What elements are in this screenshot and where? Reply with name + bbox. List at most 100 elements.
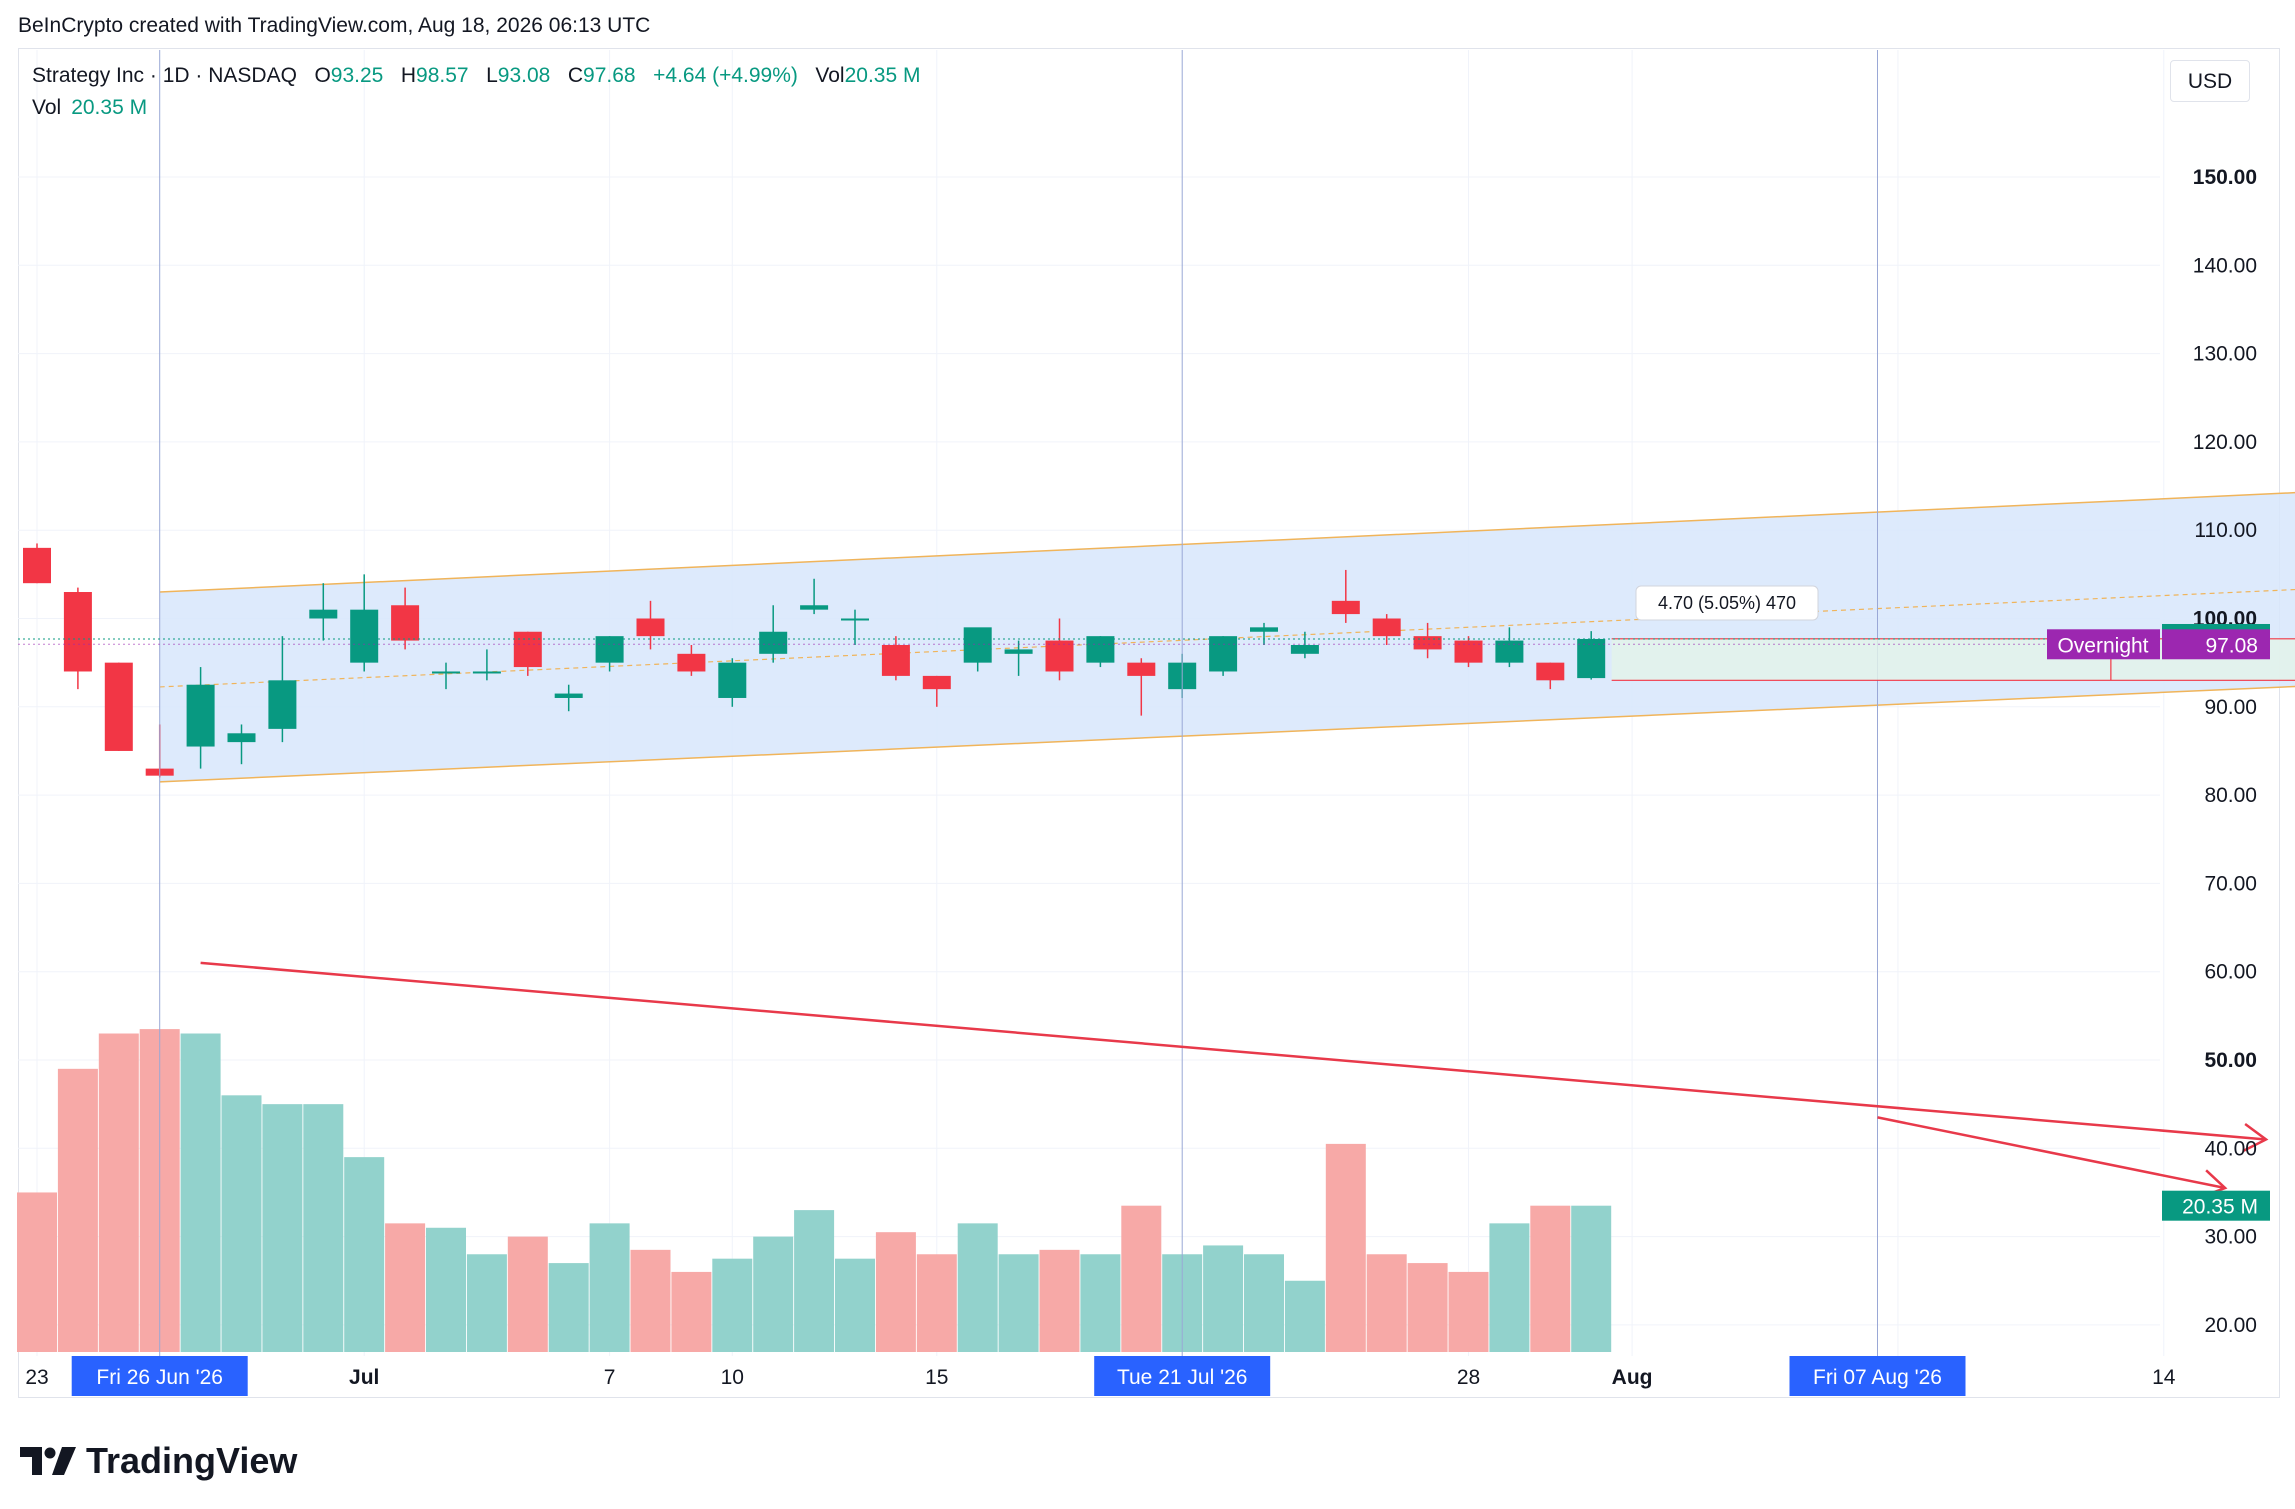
channel-lower-line xyxy=(159,685,2295,783)
volume-legend: Vol 20.35 M xyxy=(32,96,147,120)
close-label: C xyxy=(567,64,584,87)
volume-bar xyxy=(426,1227,466,1352)
volume-trend-arrowhead xyxy=(2242,1123,2269,1153)
volume-badge-value: 20.35 M xyxy=(2182,1196,2258,1219)
y-tick-label: 140.00 xyxy=(2193,254,2257,277)
candle-body xyxy=(1495,640,1524,663)
candles xyxy=(23,543,1606,778)
candle-body xyxy=(432,671,460,674)
x-tick-label: 7 xyxy=(604,1366,616,1389)
candle-body xyxy=(1536,662,1565,681)
currency-button[interactable]: USD xyxy=(2170,60,2250,102)
date-highlight-badge xyxy=(71,1356,248,1396)
volume-bar xyxy=(507,1236,548,1352)
candle-body xyxy=(1086,636,1115,663)
volume-bar xyxy=(671,1271,712,1352)
candle-body xyxy=(595,636,624,663)
candle-body xyxy=(1290,644,1319,654)
candle-body xyxy=(759,631,788,654)
candle-body xyxy=(268,680,297,729)
volume-bar xyxy=(957,1223,998,1352)
volume-bar xyxy=(1571,1205,1612,1352)
volume-legend-label[interactable]: Vol xyxy=(32,96,62,119)
volume-value: 20.35 M xyxy=(844,64,921,87)
volume-bar xyxy=(1407,1263,1448,1352)
y-tick-label: 150.00 xyxy=(2193,166,2257,189)
x-tick-label: 10 xyxy=(721,1366,744,1389)
low-label: L xyxy=(486,64,498,87)
candle-body xyxy=(1045,640,1074,672)
channel-fill xyxy=(159,492,2295,782)
candle-body xyxy=(63,592,92,672)
date-highlight-label: Tue 21 Jul '26 xyxy=(1117,1366,1247,1389)
volume-label: Vol xyxy=(815,64,845,87)
x-tick-label: Aug xyxy=(1612,1366,1653,1389)
candle-body xyxy=(677,653,706,672)
volume-trend-arrow xyxy=(1877,1116,2226,1190)
candle-body xyxy=(922,675,951,690)
volume-bar xyxy=(1039,1249,1080,1352)
candle-body xyxy=(554,693,583,698)
tradingview-logo[interactable]: TradingView xyxy=(20,1440,297,1482)
volume-bar xyxy=(753,1236,794,1352)
y-tick-label: 60.00 xyxy=(2204,961,2257,984)
x-tick-label: Jul xyxy=(349,1366,379,1389)
volume-trend-arrow xyxy=(200,961,2267,1141)
candle-body xyxy=(1250,627,1278,632)
volume-bar xyxy=(794,1210,835,1352)
volume-bar xyxy=(303,1104,344,1352)
candle-body xyxy=(1127,662,1156,676)
candle-body xyxy=(1454,640,1483,663)
y-tick-label: 40.00 xyxy=(2204,1137,2257,1160)
volume-bar xyxy=(17,1192,57,1352)
y-tick-label: 80.00 xyxy=(2204,784,2257,807)
volume-bar xyxy=(589,1223,630,1352)
volume-bar xyxy=(344,1157,385,1352)
candle-body xyxy=(309,609,338,619)
ohlc-legend: Strategy Inc · 1D · NASDAQ O93.25 H98.57… xyxy=(32,64,921,88)
volume-bar xyxy=(385,1223,426,1352)
x-tick-label: 28 xyxy=(1457,1366,1480,1389)
x-tick-label: 14 xyxy=(2152,1366,2176,1389)
time-axis: 23Jul7101528Aug114192427Sep4Fri 26 Jun '… xyxy=(25,1356,2176,1396)
tradingview-logo-icon xyxy=(20,1447,76,1475)
y-tick-label: 130.00 xyxy=(2193,343,2257,366)
candle-body xyxy=(104,662,133,751)
volume-bar xyxy=(1080,1254,1121,1352)
candle-body xyxy=(636,618,665,637)
candle-body xyxy=(513,631,542,668)
change-value: +4.64 (+4.99%) xyxy=(653,64,798,87)
candle-body xyxy=(1372,618,1401,637)
volume-bar xyxy=(835,1258,875,1352)
measure-label-box xyxy=(1635,585,1819,621)
open-label: O xyxy=(314,64,331,87)
y-tick-label: 90.00 xyxy=(2204,696,2257,719)
y-tick-label: 20.00 xyxy=(2204,1314,2257,1337)
volume-bar xyxy=(875,1232,916,1352)
regression-channel xyxy=(159,491,2295,783)
volume-bar xyxy=(1244,1254,1284,1352)
x-tick-label: 15 xyxy=(925,1366,948,1389)
volume-bar xyxy=(1530,1205,1571,1352)
date-highlight-label: Fri 26 Jun '26 xyxy=(96,1366,223,1389)
volume-bar xyxy=(180,1033,221,1352)
close-value: 97.68 xyxy=(583,64,636,87)
volume-bar xyxy=(1203,1245,1244,1352)
candle-body xyxy=(881,644,910,676)
volume-bar xyxy=(1448,1271,1489,1352)
volume-bar xyxy=(98,1033,139,1352)
high-label: H xyxy=(400,64,417,87)
volume-bar xyxy=(1325,1143,1366,1352)
volume-badge xyxy=(2162,1190,2270,1221)
candle-body xyxy=(391,605,420,641)
y-tick-label: 120.00 xyxy=(2193,431,2257,454)
volume-bar xyxy=(1284,1280,1325,1352)
symbol-label[interactable]: Strategy Inc · 1D · NASDAQ xyxy=(32,64,297,87)
overnight-price-value: 97.08 xyxy=(2205,634,2258,657)
candle-body xyxy=(1577,638,1606,679)
low-value: 93.08 xyxy=(497,64,551,87)
candle-body xyxy=(718,662,747,698)
overnight-price-badge xyxy=(2162,629,2270,660)
volume-bar xyxy=(916,1254,957,1352)
